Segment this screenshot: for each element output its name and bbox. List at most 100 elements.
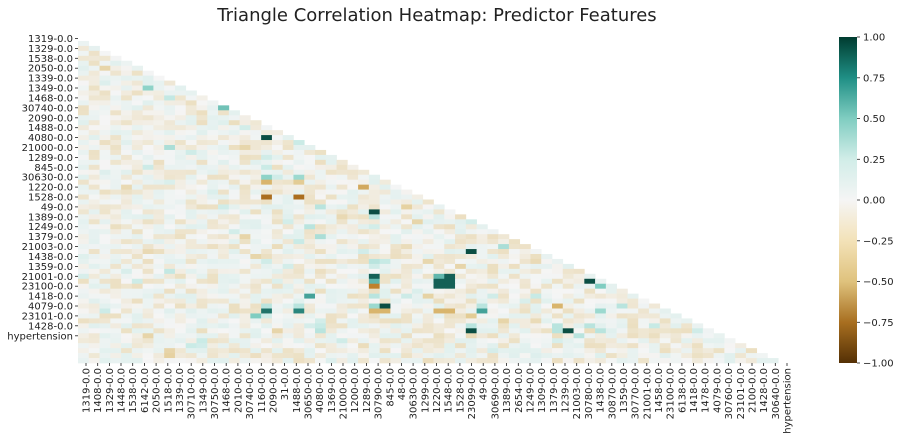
heatmap-cell (552, 308, 564, 314)
heatmap-cell (164, 204, 176, 210)
heatmap-cell (465, 283, 477, 290)
heatmap-cell (401, 204, 413, 210)
heatmap-cell (627, 318, 639, 324)
heatmap-cell (293, 234, 305, 240)
heatmap-cell (336, 313, 348, 319)
heatmap-cell (325, 209, 337, 215)
heatmap-cell (433, 283, 445, 290)
heatmap-cell (153, 130, 165, 136)
heatmap-cell (185, 115, 197, 121)
heatmap-cell (110, 273, 122, 280)
heatmap-cell (121, 214, 133, 220)
heatmap-cell (99, 348, 111, 354)
heatmap-cell (121, 323, 133, 329)
heatmap-cell (88, 229, 100, 235)
heatmap-cell (164, 278, 176, 285)
heatmap-cell (271, 244, 284, 250)
heatmap-cell (99, 338, 111, 344)
heatmap-cell (519, 283, 531, 290)
colorbar-tick-label: 0.00 (863, 196, 885, 207)
heatmap-cell (207, 184, 219, 190)
heatmap-cell (142, 145, 154, 151)
x-tick-label: 6138-0.0 (677, 368, 688, 413)
heatmap-cell (228, 209, 240, 215)
heatmap-cell (142, 209, 154, 215)
heatmap-cell (196, 268, 208, 275)
heatmap-cell (174, 303, 187, 309)
heatmap-cell (293, 293, 305, 299)
heatmap-cell (465, 268, 477, 275)
heatmap-cell (476, 303, 488, 309)
heatmap-cell (368, 249, 380, 255)
heatmap-cell (78, 254, 90, 260)
heatmap-cell (282, 283, 294, 290)
heatmap-cell (293, 343, 305, 349)
heatmap-cell (465, 258, 477, 265)
heatmap-cell (444, 313, 456, 319)
heatmap-cell (164, 219, 176, 225)
heatmap-cell (228, 204, 240, 210)
heatmap-cell (131, 125, 143, 131)
heatmap-cell (228, 159, 240, 166)
heatmap-cell (358, 184, 370, 190)
heatmap-cell (153, 348, 165, 354)
heatmap-cell (595, 313, 607, 319)
heatmap-cell (541, 343, 553, 349)
y-tick-label: hypertension (7, 331, 73, 342)
heatmap-cell (336, 164, 348, 171)
heatmap-cell (379, 343, 391, 349)
heatmap-cell (174, 95, 187, 101)
heatmap-cell (218, 145, 230, 151)
heatmap-cell (562, 328, 574, 334)
heatmap-cell (239, 184, 251, 190)
heatmap-cell (142, 338, 154, 344)
heatmap-cell (164, 159, 176, 166)
heatmap-cell (88, 288, 100, 294)
heatmap-cell (271, 343, 284, 349)
heatmap-cell (304, 154, 316, 161)
heatmap-cell (131, 263, 143, 270)
heatmap-cell (142, 278, 154, 285)
heatmap-cell (131, 209, 143, 215)
heatmap-cell (218, 229, 230, 235)
heatmap-cell (422, 263, 434, 270)
heatmap-cell (207, 234, 219, 240)
heatmap-cell (99, 254, 111, 260)
heatmap-cell (562, 318, 574, 324)
heatmap-cell (153, 318, 165, 324)
heatmap-cell (153, 254, 165, 260)
heatmap-cell (315, 149, 327, 156)
heatmap-cell (411, 199, 424, 205)
heatmap-cell (239, 278, 251, 285)
heatmap-cell (487, 258, 499, 265)
heatmap-cell (121, 209, 133, 215)
heatmap-cell (110, 303, 122, 309)
heatmap-cell (88, 358, 100, 364)
x-tick-label: 49-0.0 (479, 368, 490, 400)
heatmap-cell (153, 110, 165, 116)
heatmap-cell (196, 298, 208, 304)
heatmap-cell (530, 358, 542, 364)
heatmap-cell (110, 169, 122, 176)
heatmap-cell (78, 75, 90, 81)
heatmap-cell (164, 224, 176, 230)
heatmap-cell (293, 145, 305, 151)
heatmap-cell (261, 328, 273, 334)
heatmap-cell (541, 263, 553, 270)
heatmap-cell (315, 234, 327, 240)
heatmap-cell (659, 323, 671, 329)
heatmap-cell (142, 353, 154, 359)
heatmap-cell (702, 328, 714, 334)
colorbar-tick-label: 0.50 (863, 114, 885, 125)
heatmap-cell (153, 214, 165, 220)
heatmap-cell (99, 323, 111, 329)
heatmap-cell (347, 273, 359, 280)
heatmap-cell (411, 288, 424, 294)
heatmap-cell (595, 353, 607, 359)
heatmap-cell (390, 254, 402, 260)
heatmap-cell (142, 110, 154, 116)
heatmap-cell (379, 288, 391, 294)
heatmap-cell (88, 110, 100, 116)
heatmap-cell (562, 343, 574, 349)
heatmap-cell (336, 249, 348, 255)
